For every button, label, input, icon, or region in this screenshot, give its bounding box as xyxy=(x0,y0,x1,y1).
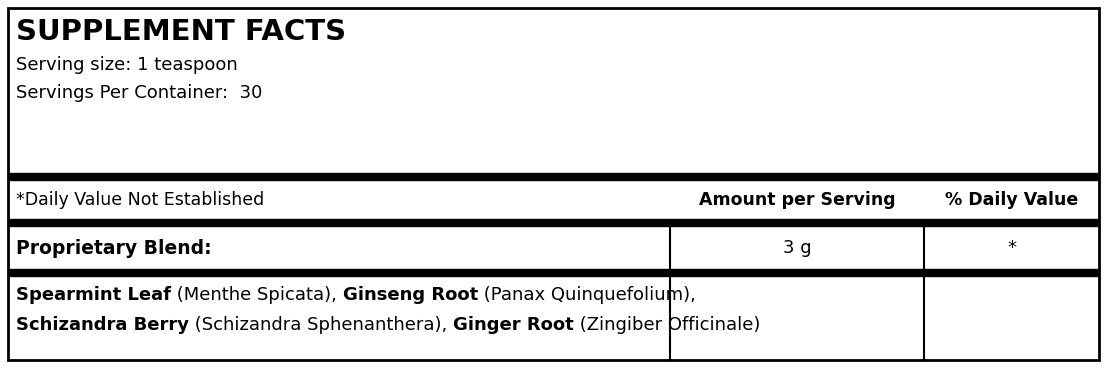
Text: Amount per Serving: Amount per Serving xyxy=(699,191,896,209)
Text: Proprietary Blend:: Proprietary Blend: xyxy=(15,238,211,258)
Text: Serving size: 1 teaspoon: Serving size: 1 teaspoon xyxy=(15,56,238,74)
Text: Schizandra Berry: Schizandra Berry xyxy=(15,316,189,334)
Text: Spearmint Leaf: Spearmint Leaf xyxy=(15,286,170,304)
Text: Ginger Root: Ginger Root xyxy=(453,316,573,334)
Text: SUPPLEMENT FACTS: SUPPLEMENT FACTS xyxy=(15,18,346,46)
Text: (Schizandra Sphenanthera),: (Schizandra Sphenanthera), xyxy=(189,316,453,334)
Text: (Zingiber Officinale): (Zingiber Officinale) xyxy=(573,316,761,334)
Text: % Daily Value: % Daily Value xyxy=(945,191,1078,209)
Text: *: * xyxy=(1007,239,1016,257)
Text: 3 g: 3 g xyxy=(783,239,811,257)
Text: Servings Per Container:  30: Servings Per Container: 30 xyxy=(15,84,262,102)
Text: (Panax Quinquefolium),: (Panax Quinquefolium), xyxy=(478,286,696,304)
Text: (Menthe Spicata),: (Menthe Spicata), xyxy=(170,286,343,304)
Text: *Daily Value Not Established: *Daily Value Not Established xyxy=(15,191,265,209)
Text: Ginseng Root: Ginseng Root xyxy=(343,286,478,304)
